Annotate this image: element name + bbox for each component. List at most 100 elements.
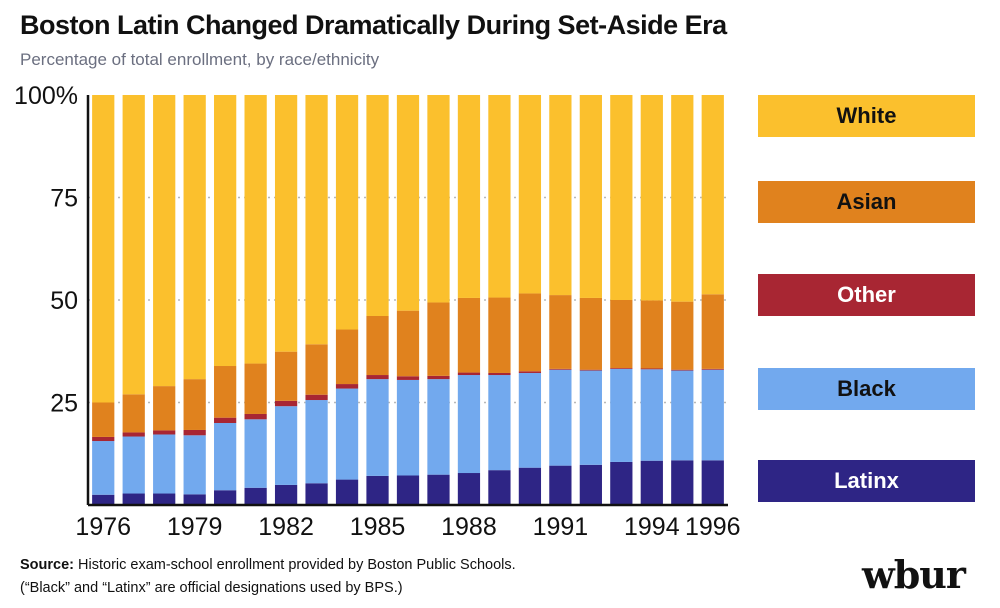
- bar-white-1979: [183, 95, 206, 380]
- bar-asian-1977: [122, 394, 145, 433]
- bar-latinx-1993: [610, 461, 633, 505]
- bar-other-1994: [640, 368, 663, 370]
- bar-latinx-1984: [335, 479, 359, 505]
- bar-other-1990: [518, 371, 542, 373]
- bar-black-1989: [488, 375, 511, 471]
- bar-other-1983: [305, 394, 328, 401]
- bar-black-1982: [274, 406, 298, 485]
- bar-white-1989: [488, 95, 511, 298]
- bar-other-1988: [457, 372, 481, 376]
- bar-black-1992: [579, 370, 602, 465]
- bar-latinx-1996: [701, 460, 724, 505]
- source-label: Source:: [20, 557, 74, 573]
- bar-white-1993: [610, 95, 633, 300]
- bar-other-1978: [153, 430, 176, 435]
- bar-white-1991: [549, 95, 572, 296]
- bar-white-1988: [457, 95, 481, 298]
- y-tick-label: 75: [50, 185, 78, 213]
- bar-asian-1995: [671, 301, 694, 370]
- y-tick-label: 25: [50, 390, 78, 418]
- bar-black-1977: [122, 436, 145, 494]
- bar-asian-1979: [183, 379, 206, 430]
- bar-latinx-1989: [488, 470, 511, 505]
- bar-white-1987: [427, 95, 450, 303]
- bar-black-1994: [640, 369, 663, 461]
- bar-white-1992: [579, 95, 602, 298]
- bar-white-1994: [640, 95, 663, 301]
- bar-latinx-1987: [427, 474, 450, 505]
- bar-asian-1978: [153, 386, 176, 431]
- bar-asian-1996: [701, 294, 724, 369]
- bar-black-1984: [335, 388, 359, 480]
- bar-asian-1985: [366, 315, 389, 376]
- bar-other-1976: [92, 436, 115, 442]
- bar-black-1980: [214, 423, 237, 491]
- bar-white-1986: [396, 95, 420, 311]
- x-tick-label: 1994: [624, 513, 680, 541]
- bar-latinx-1980: [214, 490, 237, 505]
- bar-asian-1980: [214, 366, 237, 418]
- bar-asian-1993: [610, 300, 633, 369]
- bar-white-1984: [335, 95, 359, 330]
- bar-asian-1994: [640, 300, 663, 369]
- bar-white-1996: [701, 95, 724, 295]
- bar-other-1986: [396, 376, 420, 380]
- bar-latinx-1995: [671, 460, 694, 505]
- bar-asian-1992: [579, 297, 602, 370]
- x-tick-label: 1976: [75, 513, 131, 541]
- bar-latinx-1990: [518, 467, 542, 505]
- bar-other-1996: [701, 368, 724, 370]
- bar-other-1993: [610, 368, 633, 369]
- bar-other-1992: [579, 369, 602, 371]
- y-tick-label: 50: [50, 287, 78, 315]
- y-tick-label: 100%: [14, 82, 78, 110]
- bar-white-1985: [366, 95, 389, 316]
- bar-latinx-1994: [640, 460, 663, 505]
- bar-asian-1990: [518, 293, 542, 372]
- bar-asian-1983: [305, 344, 328, 395]
- bar-black-1985: [366, 379, 389, 476]
- legend-item-asian: Asian: [758, 181, 975, 223]
- x-tick-label: 1991: [533, 513, 589, 541]
- bar-white-1990: [518, 95, 542, 294]
- x-tick-label: 1988: [441, 513, 497, 541]
- x-tick-label: 1979: [167, 513, 223, 541]
- bar-black-1978: [153, 434, 176, 494]
- bar-black-1996: [701, 369, 724, 461]
- bar-white-1981: [244, 95, 267, 364]
- chart-subtitle: Percentage of total enrollment, by race/…: [20, 50, 380, 69]
- bar-latinx-1992: [579, 464, 602, 505]
- bar-asian-1989: [488, 297, 511, 373]
- legend-item-black: Black: [758, 368, 975, 410]
- bar-asian-1986: [396, 310, 420, 377]
- bar-other-1980: [214, 417, 237, 423]
- bar-black-1988: [457, 375, 481, 474]
- bar-black-1983: [305, 400, 328, 484]
- bar-asian-1987: [427, 302, 450, 376]
- bar-latinx-1977: [122, 493, 145, 505]
- bar-black-1993: [610, 368, 633, 462]
- bar-white-1982: [274, 95, 298, 352]
- bar-black-1995: [671, 370, 694, 461]
- bar-other-1981: [244, 413, 267, 420]
- bar-latinx-1978: [153, 493, 176, 505]
- bar-white-1995: [671, 95, 694, 302]
- bar-asian-1976: [92, 402, 115, 437]
- bar-other-1995: [671, 369, 694, 371]
- legend-item-latinx: Latinx: [758, 460, 975, 502]
- x-tick-label: 1996: [685, 513, 741, 541]
- bar-other-1977: [122, 432, 145, 437]
- bar-latinx-1979: [183, 494, 206, 505]
- bar-white-1976: [92, 95, 115, 403]
- bars: [92, 95, 724, 505]
- chart-title: Boston Latin Changed Dramatically During…: [20, 10, 727, 40]
- bar-other-1985: [366, 375, 389, 380]
- bar-latinx-1991: [549, 465, 572, 505]
- bar-black-1979: [183, 435, 206, 495]
- bar-asian-1988: [457, 297, 481, 373]
- x-tick-label: 1985: [350, 513, 406, 541]
- bar-latinx-1986: [396, 475, 420, 505]
- bar-other-1989: [488, 372, 511, 376]
- bar-black-1976: [92, 441, 115, 495]
